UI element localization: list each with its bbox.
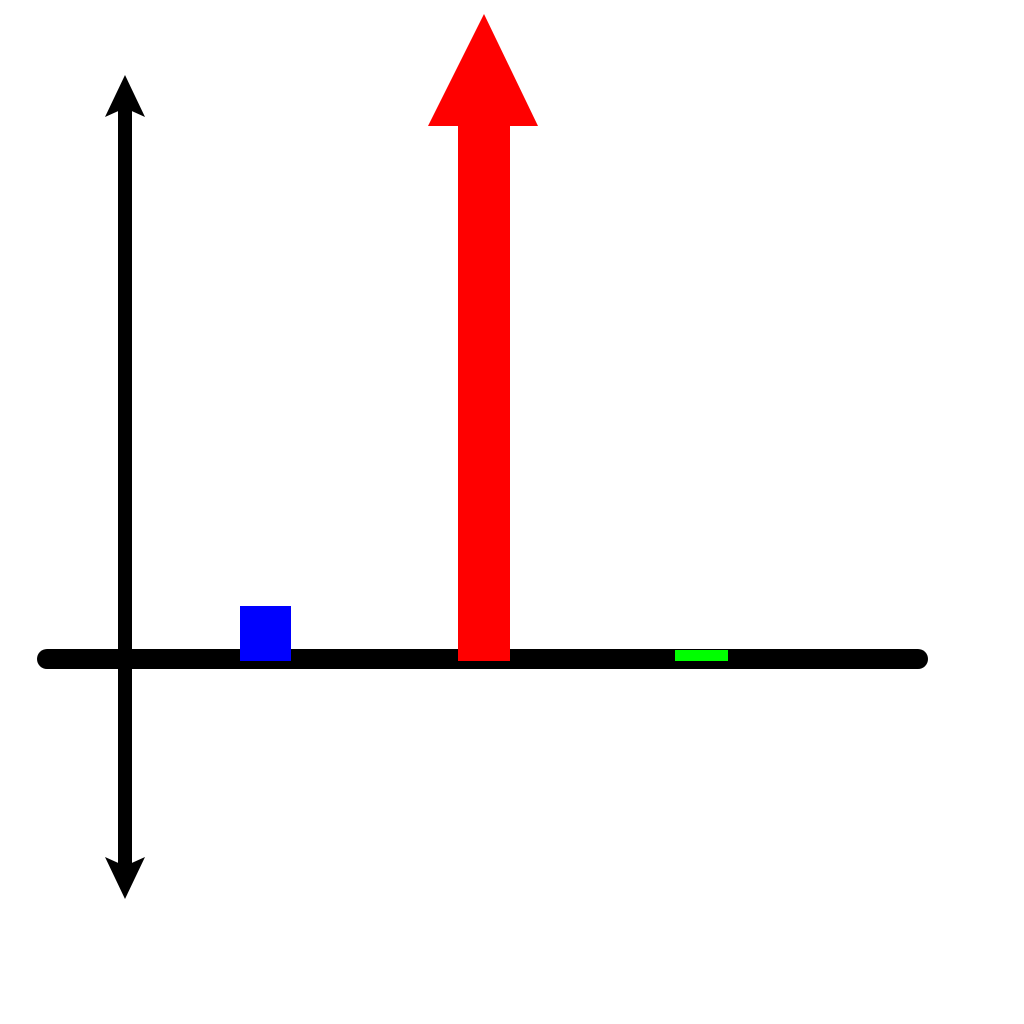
y-axis: [105, 75, 145, 899]
y-axis-line: [118, 99, 132, 875]
green-bar: [675, 650, 728, 661]
red-arrow-head-icon: [428, 14, 538, 126]
y-axis-arrow-down-icon: [105, 857, 145, 899]
y-axis-arrow-up-icon: [105, 75, 145, 117]
blue-bar: [240, 606, 291, 661]
red-arrow-shaft: [458, 120, 510, 661]
data-marks: [240, 14, 728, 661]
red-arrow-bar: [428, 14, 538, 661]
